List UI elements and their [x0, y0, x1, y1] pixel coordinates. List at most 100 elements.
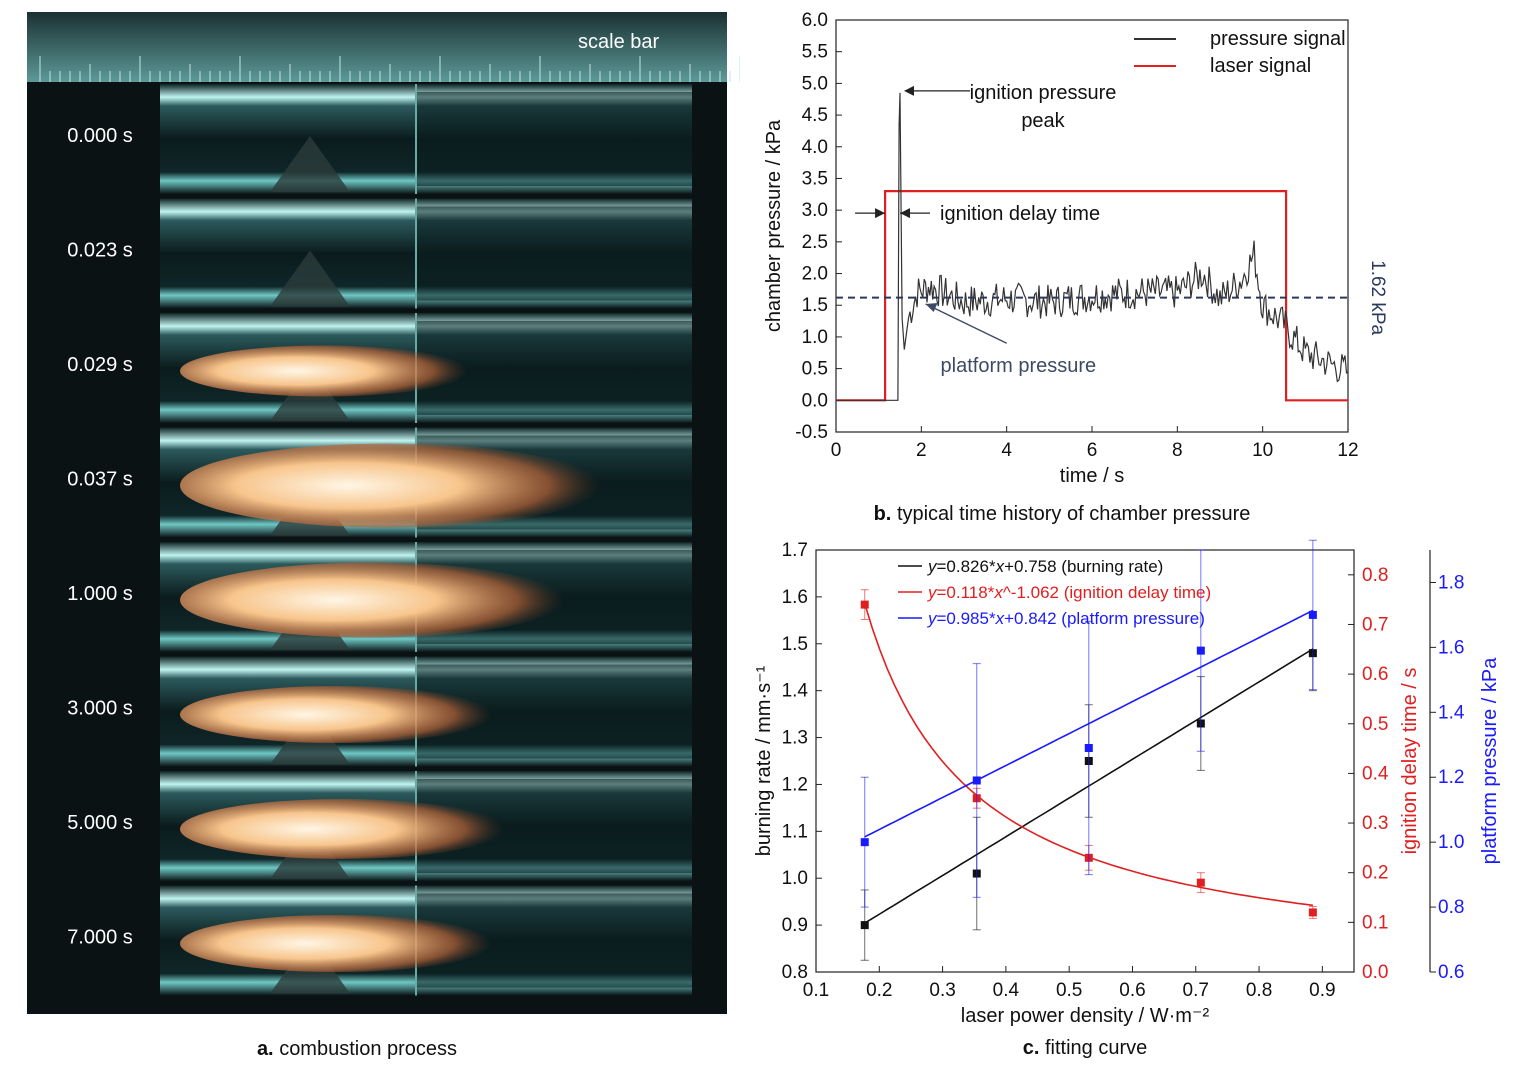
igniter-cone [270, 136, 350, 192]
y-tick-label-b: -0.5 [795, 422, 828, 443]
frame-time-label: 0.037 s [67, 469, 133, 491]
igniter-cone [270, 250, 350, 307]
arrowhead [875, 208, 886, 219]
y-axis-label-platform: platform pressure / kPa [1479, 657, 1501, 865]
x-tick-label-b: 2 [916, 440, 927, 461]
y-tick-label-burning: 1.2 [782, 774, 808, 795]
annotation-arrow-platform [925, 303, 1007, 344]
y-tick-label-platform: 1.0 [1438, 832, 1464, 853]
x-tick-label-c: 0.6 [1119, 980, 1145, 1001]
x-tick-label-c: 0.4 [993, 980, 1020, 1001]
data-point-platform-pressure [1084, 744, 1093, 753]
y-tick-label-delay: 0.3 [1362, 813, 1388, 834]
y-tick-label-b: 5.5 [802, 42, 828, 63]
y-tick-label-b: 2.0 [802, 264, 828, 285]
y-tick-label-b: 5.0 [802, 73, 828, 94]
panel-b-caption: b. typical time history of chamber press… [874, 503, 1251, 525]
x-tick-label-c: 0.1 [803, 980, 829, 1001]
y-tick-label-b: 0.0 [802, 390, 828, 411]
y-tick-label-platform: 1.2 [1438, 767, 1464, 788]
y-tick-label-burning: 1.4 [782, 681, 809, 702]
frame-time-label: 7.000 s [67, 927, 133, 949]
flame [180, 562, 564, 638]
y-tick-label-b: 1.0 [802, 327, 828, 348]
frame-time-label: 5.000 s [67, 812, 133, 834]
frame-time-label: 0.000 s [67, 125, 133, 147]
frame-row: 0.000 s [67, 84, 692, 194]
x-tick-label-c: 0.9 [1309, 980, 1335, 1001]
tube-segment [416, 92, 692, 186]
legend-label-c: y=0.985*x+0.842 (platform pressure) [927, 609, 1205, 628]
x-tick-label-c: 0.8 [1246, 980, 1272, 1001]
y-tick-label-delay: 0.4 [1362, 763, 1389, 784]
y-tick-label-delay: 0.8 [1362, 565, 1388, 586]
panel-a-caption: a. combustion process [257, 1038, 457, 1060]
legend-label-c: y=0.118*x^-1.062 (ignition delay time) [927, 583, 1211, 602]
y-tick-label-burning: 1.1 [782, 821, 808, 842]
data-point-platform-pressure [972, 776, 981, 785]
flame [180, 686, 492, 743]
flame [180, 915, 492, 972]
annotation-platform-pressure: platform pressure [941, 355, 1097, 377]
scale-bar-label: scale bar [578, 31, 659, 53]
x-tick-label-b: 4 [1001, 440, 1012, 461]
tube-segment [416, 206, 692, 301]
y-tick-label-b: 0.5 [802, 359, 828, 380]
legend-label-c: y=0.826*x+0.758 (burning rate) [927, 557, 1163, 576]
annotation-ignition-peak: peak [1021, 110, 1065, 132]
y-tick-label-b: 1.5 [802, 295, 828, 316]
x-tick-label-b: 0 [831, 440, 842, 461]
y-tick-label-burning: 0.9 [782, 915, 808, 936]
y-axis-label-b: chamber pressure / kPa [763, 119, 785, 332]
frame-time-label: 1.000 s [67, 583, 133, 605]
data-point-ignition-delay-time [1196, 878, 1205, 887]
y-axis-label-burning: burning rate / mm·s⁻¹ [753, 665, 775, 856]
x-tick-label-c: 0.7 [1183, 980, 1209, 1001]
flame [180, 345, 468, 397]
y-tick-label-burning: 1.0 [782, 868, 808, 889]
data-point-platform-pressure [1308, 610, 1317, 619]
y-tick-label-delay: 0.6 [1362, 664, 1388, 685]
data-point-ignition-delay-time [1308, 908, 1317, 917]
annotation-delay-time: ignition delay time [940, 203, 1100, 225]
frame-time-label: 0.023 s [67, 240, 133, 262]
data-point-platform-pressure [1196, 646, 1205, 655]
frame-row: 0.029 s [67, 313, 692, 423]
frame-time-label: 3.000 s [67, 698, 133, 720]
reference-line-label: 1.62 kPa [1367, 260, 1388, 335]
arrowhead [900, 208, 910, 219]
y-tick-label-delay: 0.2 [1362, 863, 1388, 884]
y-tick-label-burning: 1.3 [782, 728, 808, 749]
data-point-ignition-delay-time [860, 600, 869, 609]
flame [180, 443, 600, 528]
frame-row: 0.037 s [67, 427, 692, 538]
y-tick-label-b: 3.5 [802, 168, 828, 189]
y-tick-label-b: 4.0 [802, 137, 828, 158]
y-tick-label-b: 4.5 [802, 105, 828, 126]
frame-row: 0.023 s [67, 198, 692, 309]
arrowhead [904, 85, 914, 96]
x-tick-label-b: 12 [1337, 440, 1358, 461]
y-tick-label-burning: 1.6 [782, 587, 808, 608]
y-tick-label-burning: 1.5 [782, 634, 808, 655]
x-tick-label-b: 8 [1172, 440, 1183, 461]
pressure-history-chart: 0 2 4 6 8 10 12 -0.5 0.0 0.5 1.0 1.5 2.0 2.5 3.0 3.5 4.0… [763, 10, 1388, 525]
y-tick-label-platform: 1.6 [1438, 637, 1464, 658]
fitting-curve-chart: 0.1 0.2 0.3 0.4 0.5 0.6 0.7 0.8 0.9 0.8 0.9 1.0 1.1 1… [753, 539, 1501, 1059]
y-tick-label-platform: 1.4 [1438, 702, 1465, 723]
arrowhead [925, 302, 938, 312]
flame [180, 799, 504, 859]
y-tick-label-burning: 0.8 [782, 962, 808, 983]
x-tick-label-b: 10 [1252, 440, 1273, 461]
y-tick-label-platform: 0.6 [1438, 962, 1464, 983]
x-axis-label-c: laser power density / W·m⁻² [961, 1005, 1210, 1027]
y-tick-label-delay: 0.5 [1362, 714, 1388, 735]
annotation-ignition-peak: ignition pressure [970, 82, 1117, 104]
y-tick-label-burning: 1.7 [782, 540, 808, 561]
legend-label: pressure signal [1210, 28, 1346, 50]
y-tick-label-platform: 0.8 [1438, 897, 1464, 918]
frame-row: 3.000 s [67, 656, 692, 767]
plot-area-c [815, 549, 1355, 973]
y-tick-label-b: 2.5 [802, 232, 828, 253]
x-tick-label-c: 0.3 [929, 980, 955, 1001]
